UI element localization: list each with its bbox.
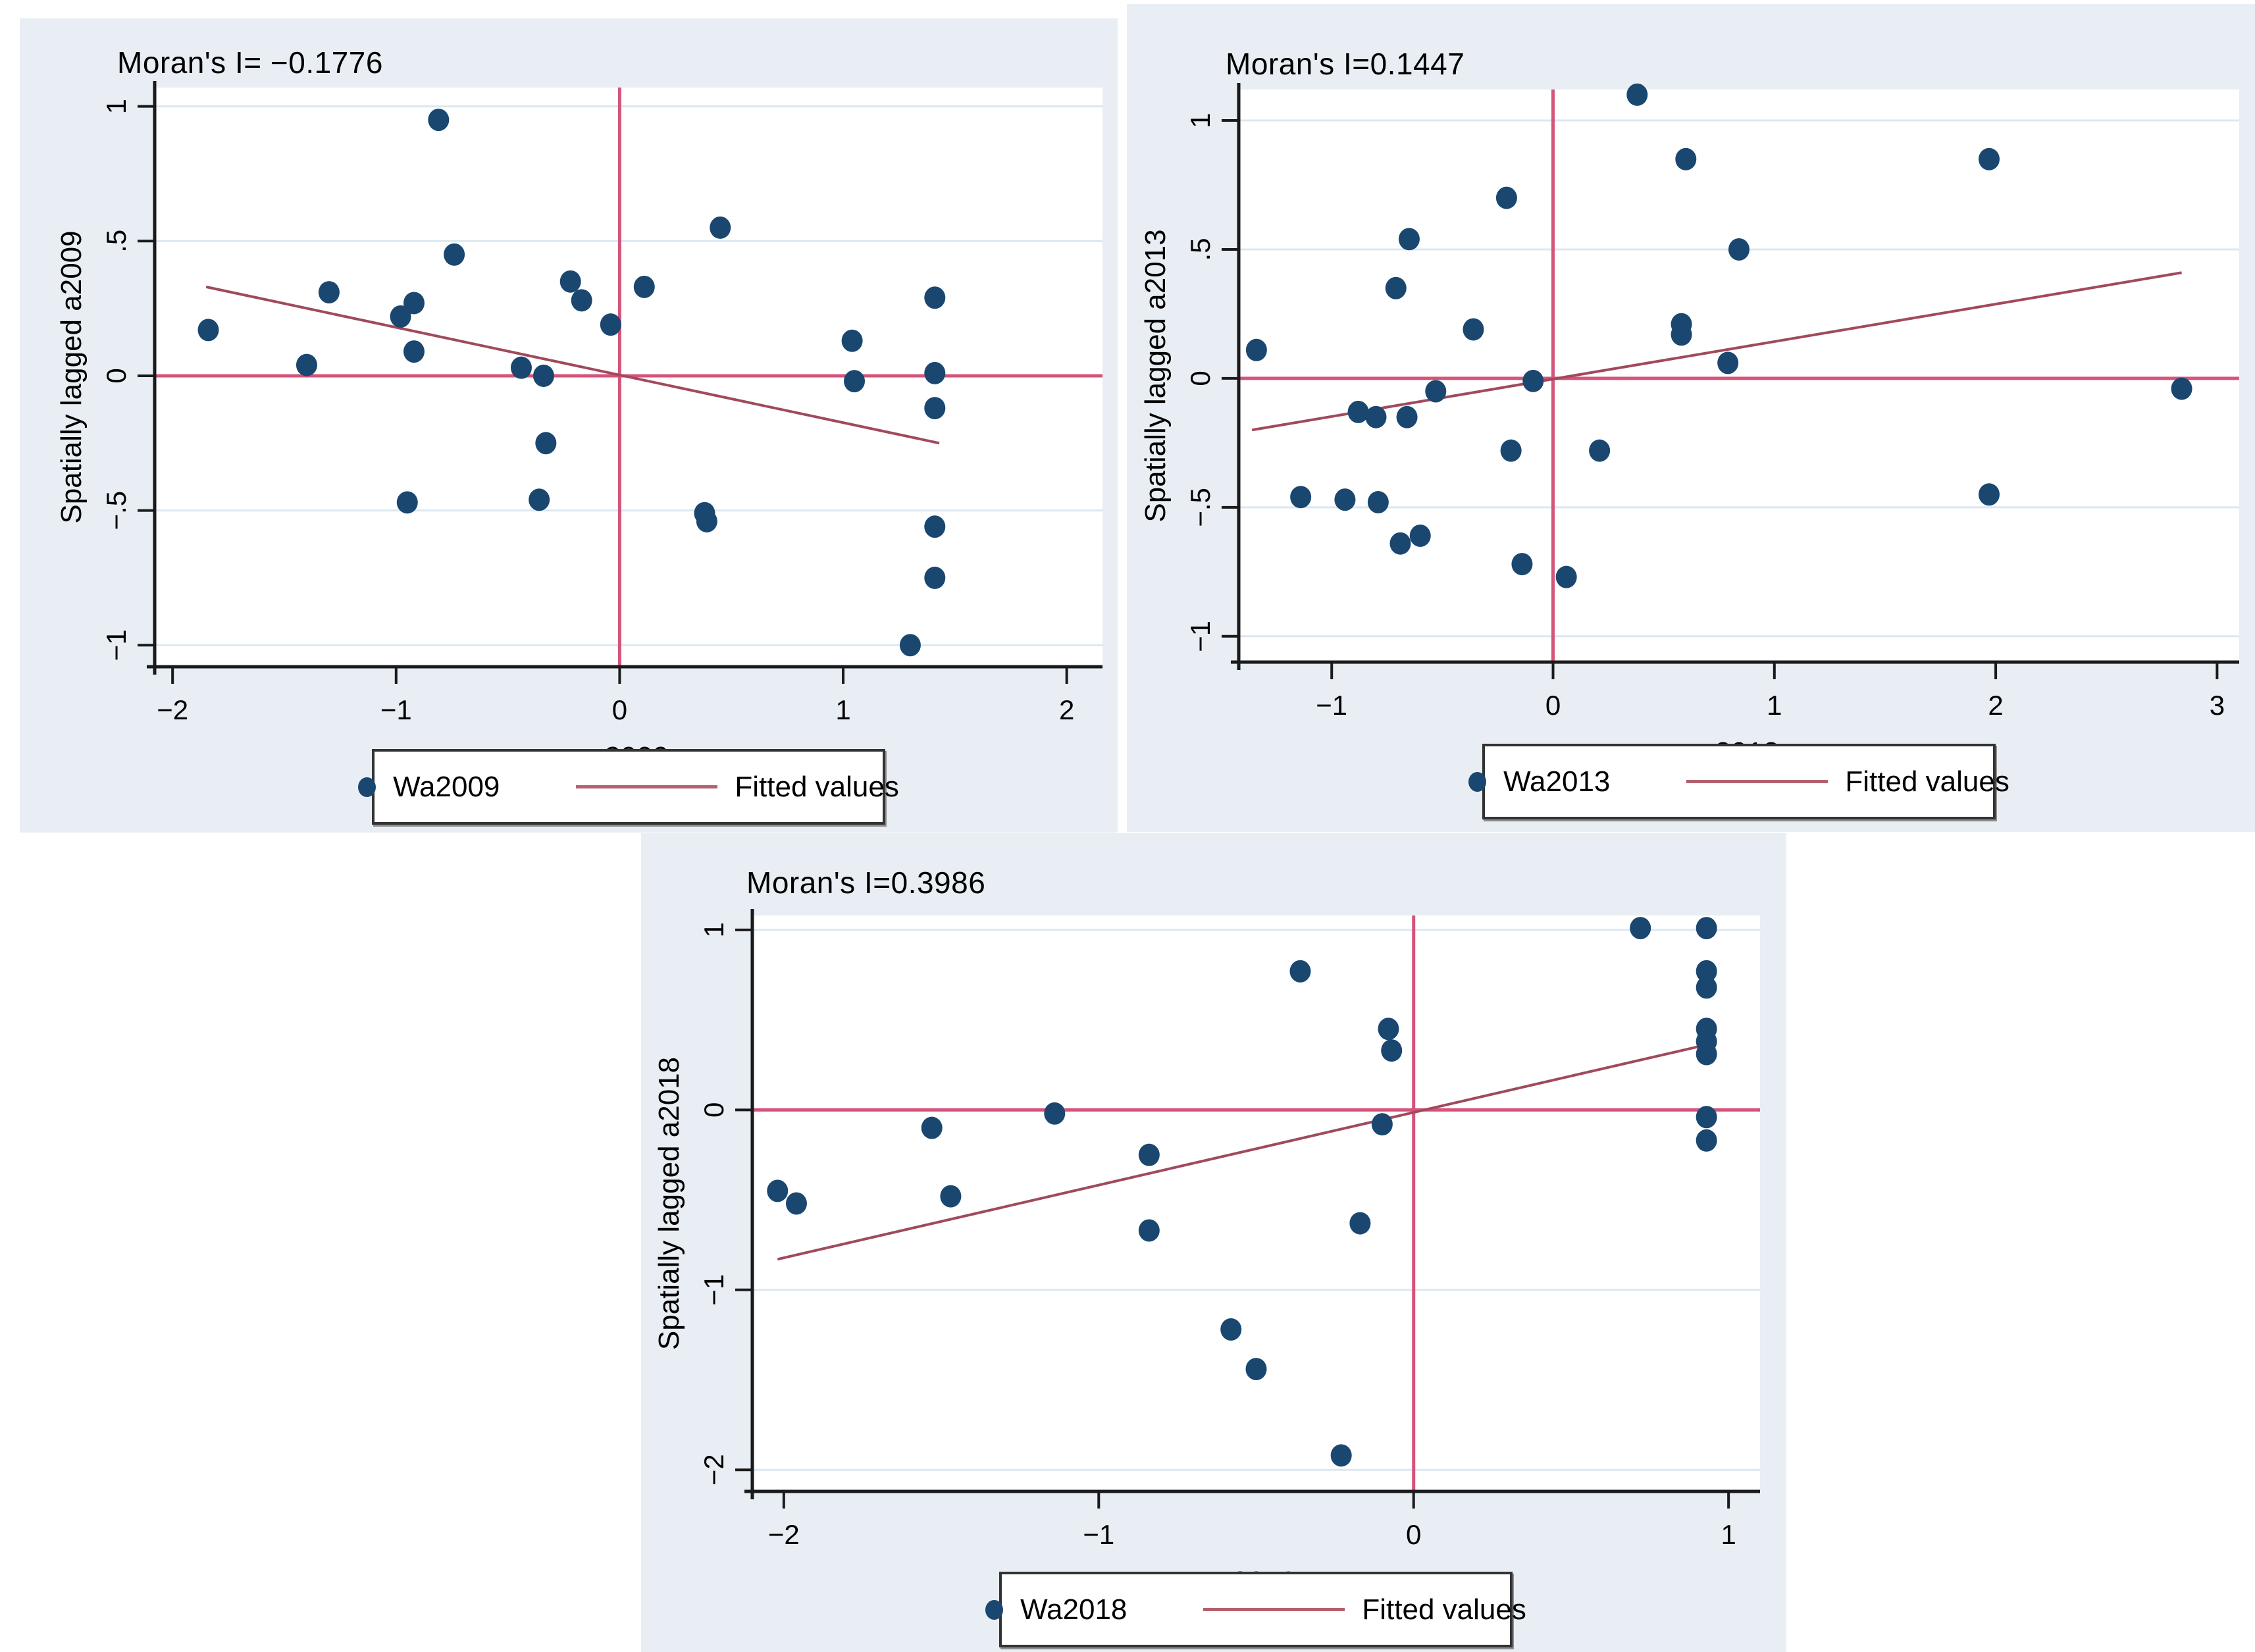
legend-series-dot-icon [985, 1599, 1004, 1620]
svg-text:1: 1 [1767, 690, 1782, 721]
svg-text:3: 3 [2210, 690, 2225, 721]
svg-text:−.5: −.5 [101, 491, 132, 530]
legend-fitted-label: Fitted values [1362, 1593, 1526, 1626]
svg-text:0: 0 [1545, 690, 1561, 721]
svg-text:−2: −2 [157, 694, 188, 725]
legend-box-2018: Wa2018 Fitted values [985, 1572, 1526, 1647]
svg-text:0: 0 [612, 694, 627, 725]
svg-text:Spatially lagged a2009: Spatially lagged a2009 [55, 230, 88, 523]
moran-panel-2018: Moran's I=0.3986 −2−101−2−101a2018Spatia… [641, 833, 1786, 1652]
legend-fitted-line-icon [1203, 1608, 1345, 1611]
svg-text:−2: −2 [768, 1519, 800, 1550]
scatter-plot-2018: −2−101−2−101a2018Spatially lagged a2018 [653, 909, 1760, 1598]
svg-text:−1: −1 [1316, 690, 1347, 721]
svg-text:1: 1 [101, 99, 132, 114]
legend-series-dot-icon [1468, 771, 1487, 792]
svg-text:0: 0 [1406, 1519, 1421, 1550]
svg-text:−1: −1 [698, 1274, 729, 1306]
svg-text:1: 1 [1721, 1519, 1736, 1550]
svg-text:−1: −1 [1083, 1519, 1114, 1550]
svg-text:−.5: −.5 [1185, 488, 1216, 527]
chart-title-2013: Moran's I=0.1447 [1226, 47, 1465, 81]
svg-text:2: 2 [1059, 694, 1074, 725]
svg-text:.5: .5 [1185, 238, 1216, 261]
legend-fitted-line-icon [1686, 780, 1828, 783]
svg-text:−1: −1 [101, 629, 132, 661]
svg-text:1: 1 [835, 694, 850, 725]
moran-panel-2013: Moran's I=0.1447 −10123−1−.50.51a2013Spa… [1127, 4, 2255, 832]
chart-title-2018: Moran's I=0.3986 [746, 865, 986, 900]
svg-text:1: 1 [698, 922, 729, 937]
legend-box-2013: Wa2013 Fitted values [1468, 744, 2009, 819]
svg-text:−1: −1 [380, 694, 412, 725]
legend-series-label: Wa2009 [393, 770, 500, 803]
legend-fitted-label: Fitted values [1845, 765, 2009, 798]
svg-text:−1: −1 [1185, 621, 1216, 652]
legend-fitted-line-icon [576, 785, 718, 788]
svg-text:2: 2 [1988, 690, 2003, 721]
svg-text:0: 0 [101, 368, 132, 383]
svg-text:0: 0 [698, 1102, 729, 1118]
svg-text:0: 0 [1185, 371, 1216, 386]
legend-series-label: Wa2018 [1020, 1593, 1128, 1626]
legend-series-dot-icon [358, 777, 376, 797]
legend-box-2009: Wa2009 Fitted values [358, 749, 899, 825]
moran-panel-2009: Moran's I= −0.1776 −2−1012−1−.50.51a2009… [20, 18, 1118, 833]
svg-text:Spatially lagged a2013: Spatially lagged a2013 [1139, 229, 1172, 522]
chart-title-2009: Moran's I= −0.1776 [117, 45, 383, 80]
legend-series-label: Wa2013 [1503, 765, 1611, 798]
svg-text:1: 1 [1185, 113, 1216, 128]
svg-text:Spatially lagged a2018: Spatially lagged a2018 [653, 1057, 685, 1350]
legend-fitted-label: Fitted values [735, 770, 899, 803]
svg-text:.5: .5 [101, 230, 132, 253]
svg-text:−2: −2 [698, 1454, 729, 1485]
